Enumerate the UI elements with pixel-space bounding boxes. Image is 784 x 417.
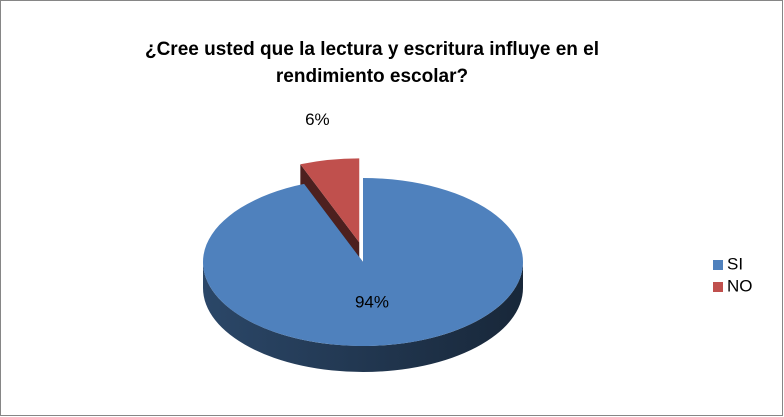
legend-swatch [713,260,723,270]
slice [203,178,523,347]
slice [300,158,360,243]
data-label: 94% [355,292,389,311]
slice-side [203,262,523,372]
chart-title: ¿Cree usted que la lectura y escritura i… [144,39,600,87]
legend-swatch [713,282,723,292]
legend-label: NO [727,276,753,295]
legend-label: SI [727,254,743,273]
data-label: 6% [305,110,330,129]
